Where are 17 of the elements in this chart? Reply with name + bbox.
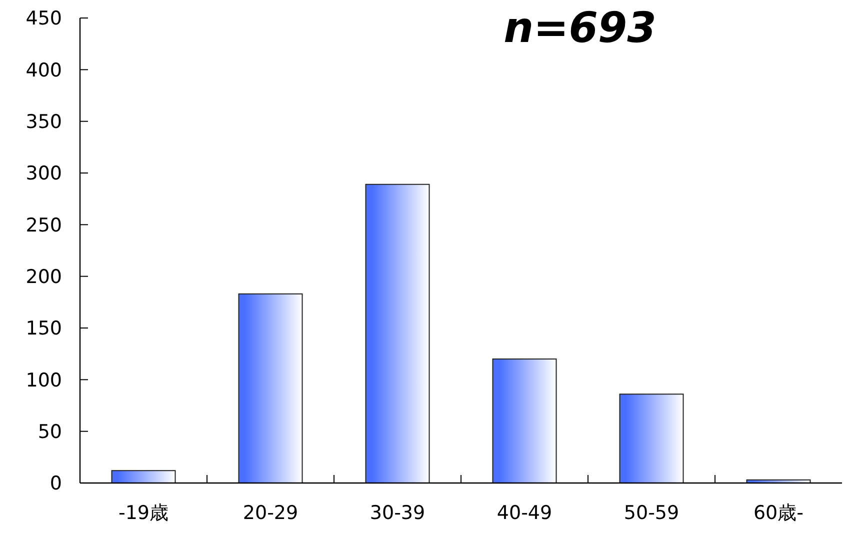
y-tick-label: 100 bbox=[26, 369, 62, 392]
x-tick-label: 60歳- bbox=[753, 502, 804, 524]
x-tick-label: 50-59 bbox=[624, 502, 680, 524]
y-tick-label: 50 bbox=[38, 420, 62, 443]
y-tick-label: 300 bbox=[26, 162, 62, 185]
y-tick-label: 450 bbox=[26, 8, 62, 30]
y-tick-label: 350 bbox=[26, 110, 62, 133]
y-tick-label: 400 bbox=[26, 59, 62, 82]
y-tick-label: 0 bbox=[50, 472, 62, 495]
chart-title: n=693 bbox=[504, 3, 656, 52]
x-tick-label: 20-29 bbox=[242, 502, 298, 524]
y-tick-label: 250 bbox=[26, 214, 62, 236]
x-tick-label: 40-49 bbox=[496, 502, 552, 524]
y-tick-label: 150 bbox=[26, 318, 62, 340]
x-tick-label: -19歳 bbox=[118, 502, 169, 524]
x-tick-label: 30-39 bbox=[370, 502, 426, 524]
y-tick-label: 200 bbox=[26, 266, 62, 288]
